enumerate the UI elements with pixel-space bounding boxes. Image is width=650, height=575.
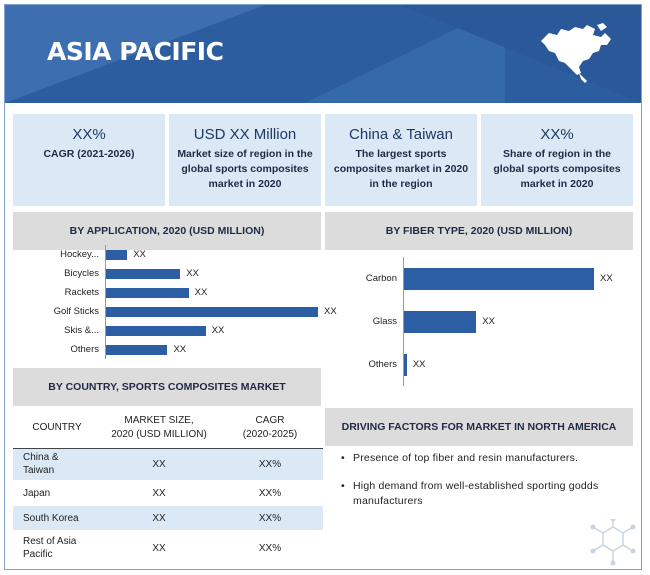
bar: [106, 306, 318, 317]
data-label: XX: [211, 324, 225, 336]
stat-value: XX%: [540, 126, 574, 143]
y-axis-line: [403, 257, 404, 386]
driving-factor-text: Presence of top fiber and resin manufact…: [353, 452, 579, 464]
category-label: Others: [70, 343, 99, 355]
bar: [106, 325, 206, 336]
infographic-frame: ASIA PACIFIC XX% CAGR (2021-2026) USD XX…: [4, 4, 642, 570]
driving-factor-item: • High demand from well-established spor…: [341, 479, 623, 509]
category-label: Golf Sticks: [53, 305, 99, 317]
country-table: COUNTRY MARKET SIZE, 2020 (USD MILLION) …: [13, 408, 323, 566]
country-section-header: BY COUNTRY, SPORTS COMPOSITES MARKET: [13, 368, 321, 406]
category-label: Rackets: [64, 286, 99, 298]
cagr-cell: XX%: [217, 448, 323, 480]
region-title: ASIA PACIFIC: [47, 37, 224, 66]
driving-factors-title: DRIVING FACTORS FOR MARKET IN NORTH AMER…: [325, 408, 633, 446]
stat-caption: Share of region in the global sports com…: [493, 148, 621, 190]
data-label: XX: [186, 267, 199, 279]
bar: [106, 268, 181, 279]
fiber-chart-header: BY FIBER TYPE, 2020 (USD MILLION): [325, 212, 633, 250]
cagr-cell: XX%: [217, 506, 323, 530]
bar: [106, 344, 168, 355]
category-label: Others: [368, 358, 397, 370]
table-row: Japan XX XX%: [13, 480, 323, 506]
bar: [404, 267, 594, 290]
market-size-cell: XX: [152, 542, 166, 554]
bar: [404, 310, 477, 333]
driving-factor-item: • Presence of top fiber and resin manufa…: [341, 451, 623, 466]
country-cell: Japan: [23, 487, 51, 499]
stat-value: USD XX Million: [193, 126, 297, 143]
category-label: Skis &...: [64, 324, 99, 336]
market-size-cell: XX: [101, 448, 217, 480]
cagr-cell: XX%: [258, 542, 282, 554]
application-chart-header: BY APPLICATION, 2020 (USD MILLION): [13, 212, 321, 250]
table-header-row: COUNTRY MARKET SIZE, 2020 (USD MILLION) …: [13, 408, 323, 449]
stat-value: XX%: [72, 126, 106, 143]
data-label: XX: [412, 358, 426, 370]
country-cell: South Korea: [13, 506, 101, 530]
stat-caption: Market size of region in the global spor…: [177, 148, 313, 190]
market-size-cell: XX: [101, 506, 217, 530]
category-label: Carbon: [365, 272, 397, 284]
category-label: Bicycles: [64, 267, 99, 279]
bullet-icon: •: [341, 480, 345, 492]
table-row: China & Taiwan XX XX%: [13, 448, 323, 480]
bar: [404, 353, 407, 376]
column-header-market-size: MARKET SIZE, 2020 (USD MILLION): [101, 408, 217, 449]
stat-region-share: XX% Share of region in the global sports…: [481, 114, 633, 206]
bar: [106, 249, 128, 260]
data-label: XX: [133, 248, 146, 260]
bullet-icon: •: [341, 452, 345, 464]
north-america-map-icon: [541, 23, 611, 83]
data-label: XX: [173, 343, 187, 355]
country-cell: China & Taiwan: [13, 448, 101, 480]
country-cell: Rest of Asia Pacific: [23, 536, 77, 560]
column-header-country: COUNTRY: [13, 408, 101, 449]
data-label: XX: [600, 272, 613, 284]
cagr-cell: XX%: [258, 487, 282, 499]
stat-market-size: USD XX Million Market size of region in …: [169, 114, 321, 206]
driving-factor-text: High demand from well-established sporti…: [353, 480, 599, 507]
bar: [106, 287, 189, 298]
table-row: Rest of Asia Pacific XX XX%: [13, 530, 323, 566]
table-row: South Korea XX XX%: [13, 506, 323, 530]
stat-cagr: XX% CAGR (2021-2026): [13, 114, 165, 206]
stat-value: China & Taiwan: [349, 126, 453, 143]
category-label: Hockey...: [60, 248, 99, 260]
stat-largest-market: China & Taiwan The largest sports compos…: [325, 114, 477, 206]
stat-caption: CAGR (2021-2026): [43, 148, 135, 160]
data-label: XX: [194, 286, 208, 298]
data-label: XX: [482, 315, 495, 327]
category-label: Glass: [372, 315, 397, 327]
market-size-cell: XX: [152, 487, 166, 499]
data-label: XX: [324, 305, 337, 317]
column-header-cagr: CAGR (2020-2025): [217, 408, 323, 449]
molecule-structure-icon: [590, 519, 636, 566]
region-banner: ASIA PACIFIC: [5, 5, 641, 103]
stat-caption: The largest sports composites market in …: [333, 148, 469, 190]
y-axis-line: [105, 245, 106, 359]
